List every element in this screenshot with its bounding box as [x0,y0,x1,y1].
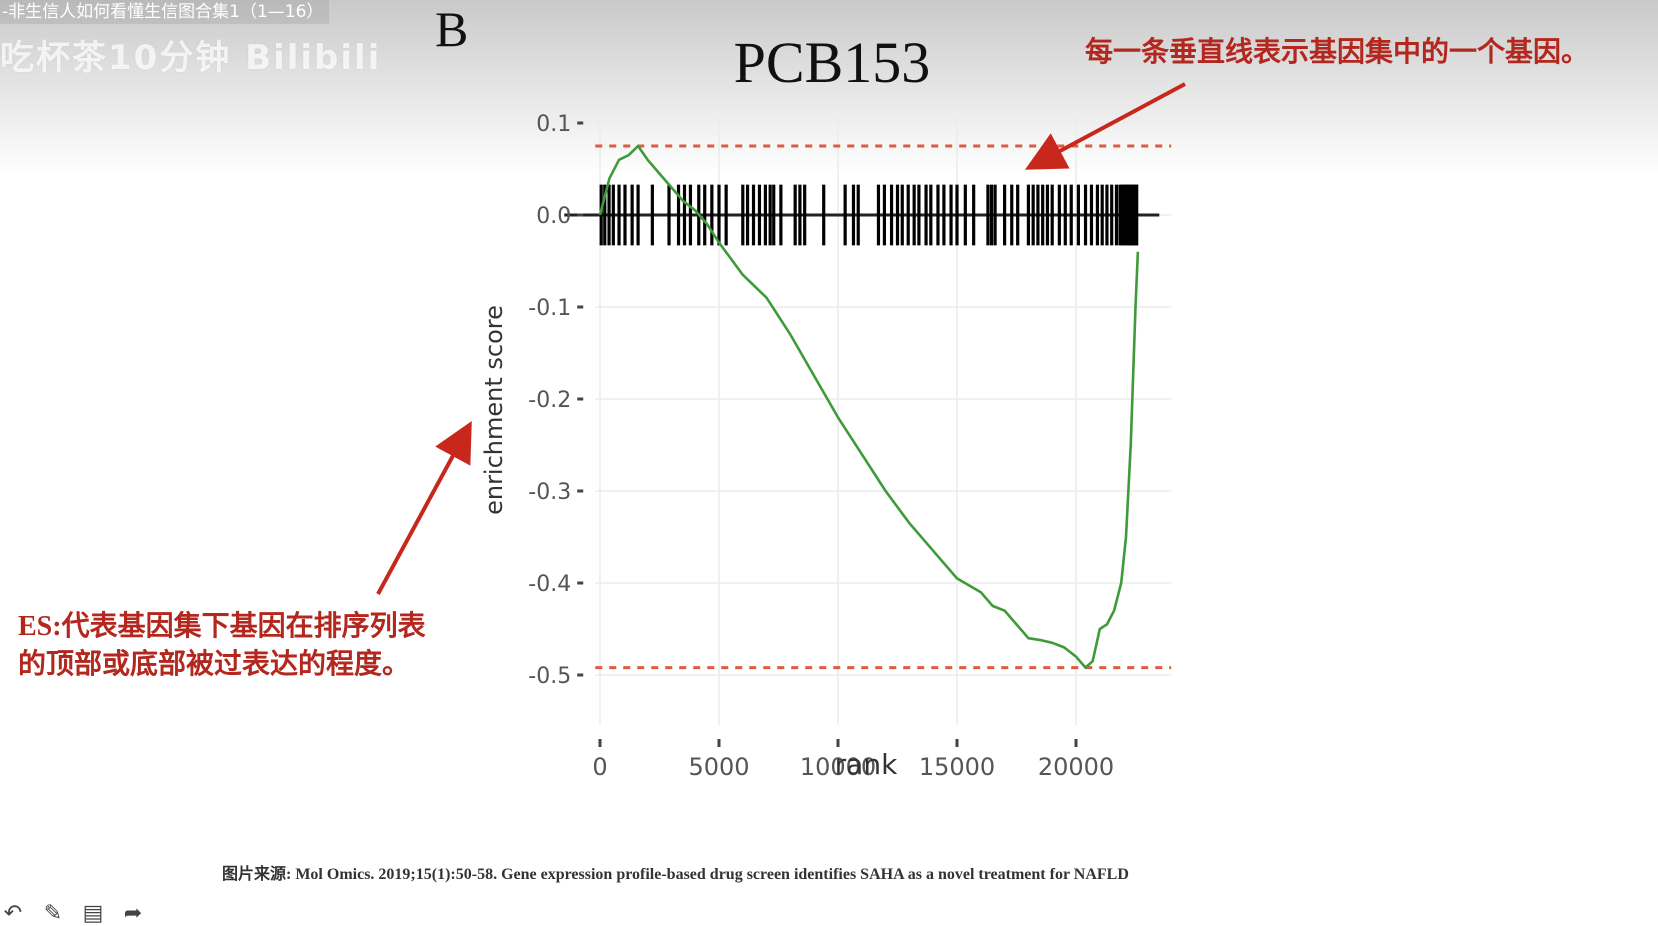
es-annotation-line1: ES:代表基因集下基因在排序列表 [18,611,426,642]
x-tick-label: 0 [592,753,607,781]
curve-layer [598,144,1140,669]
arrow-left-annotation [376,420,472,595]
x-tick-label: 20000 [1038,753,1114,781]
y-axis-label: enrichment score [480,305,508,515]
axis-layer: 0.1 0.0 -0.1 -0.2 -0.3 -0.4 -0.5 0 5000 10000 1500… [528,112,1114,781]
y-tick-label: -0.1 [528,296,571,321]
es-annotation: ES:代表基因集下基因在排序列表 的顶部或底部被过表达的程度。 [18,608,488,684]
y-tick-label: -0.2 [528,388,571,413]
arrow-right-annotation [1024,82,1186,170]
share-icon[interactable]: ➦ [123,900,143,926]
watermark: 吃杯茶10分钟 Bilibili [0,38,382,78]
save-icon[interactable]: ▤ [82,900,104,926]
x-tick-label: 10000 [800,753,876,781]
video-title: -非生信人如何看懂生信图合集1（1—16） [0,0,330,24]
figure-caption: 图片来源: Mol Omics. 2019;15(1):50-58. Gene … [222,866,1129,883]
y-tick-label: 0.1 [536,112,571,137]
player-toolbar: ↶ ✎ ▤ ➦ [0,900,146,926]
y-tick-label: -0.3 [528,480,571,505]
slide-top-shade [0,0,1658,175]
x-tick-label: 5000 [688,753,749,781]
y-tick-label: -0.5 [528,664,571,689]
pen-icon[interactable]: ✎ [43,900,63,926]
panel-label: B [435,1,469,57]
gene-hit-block [1121,184,1138,246]
running-es-curve [598,144,1140,669]
reference-lines [595,144,1172,670]
es-annotation-line2: 的顶部或底部被过表达的程度。 [18,649,411,680]
chart-title: PCB153 [734,30,931,95]
undo-icon[interactable]: ↶ [3,900,23,926]
y-tick-label: -0.4 [528,572,571,597]
x-tick-label: 15000 [919,753,995,781]
y-tick-label: 0.0 [536,204,571,229]
gene-hit-layer [564,184,1160,246]
hit-line-annotation: 每一条垂直线表示基因集中的一个基因。 [1085,37,1590,68]
x-axis-label: rank [835,748,898,781]
